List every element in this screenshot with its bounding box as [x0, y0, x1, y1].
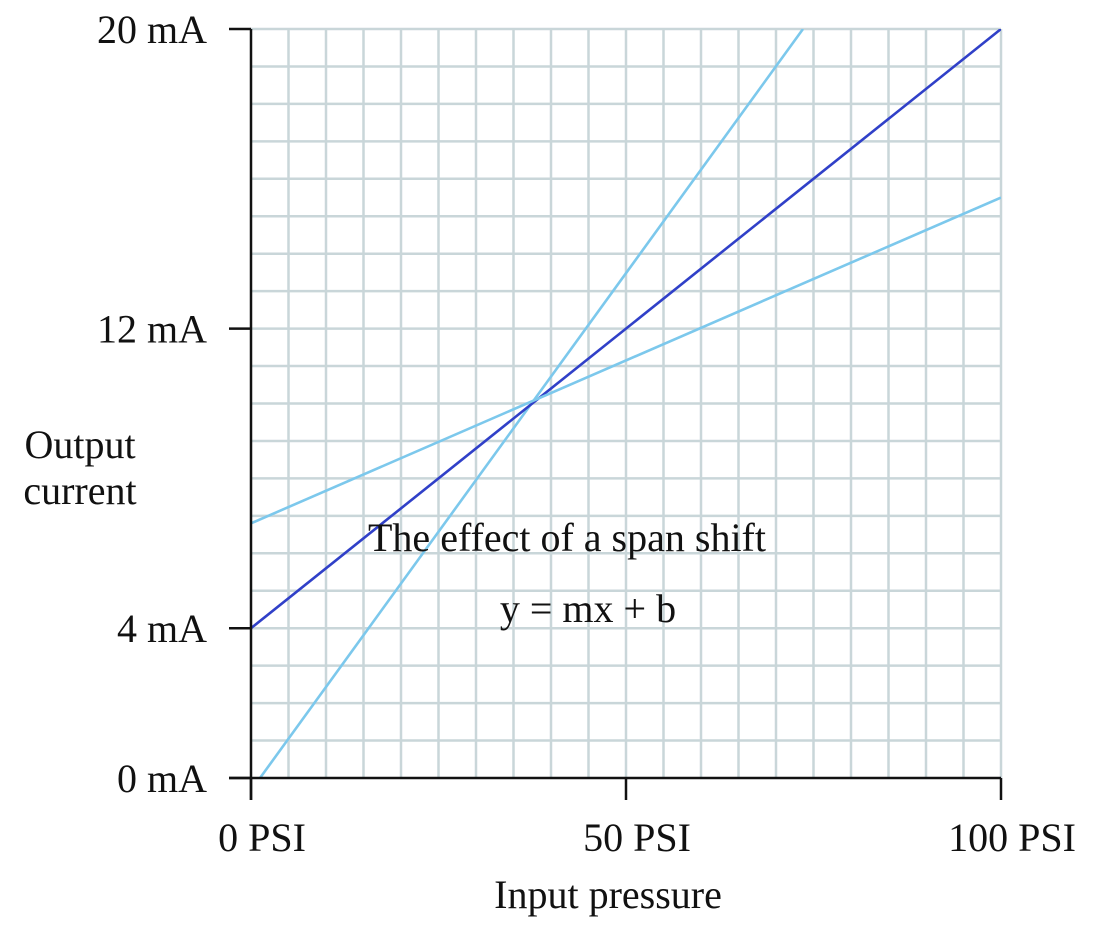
- x-axis-label: Input pressure: [494, 872, 722, 917]
- x-tick-label: 50 PSI: [583, 815, 691, 860]
- axes: 0 mA 4 mA 12 mA 20 mA 0 PSI 50 PSI 100 PSI: [97, 7, 1076, 860]
- annotation-title: The effect of a span shift: [368, 515, 766, 560]
- y-axis-label-line-2: current: [23, 468, 136, 513]
- series-line-2: [251, 29, 1001, 630]
- annotation-equation: y = mx + b: [500, 586, 676, 631]
- x-tick-label: 100 PSI: [948, 815, 1076, 860]
- y-tick-label: 20 mA: [97, 7, 207, 52]
- series-line-3: [251, 196, 1001, 525]
- x-tick-label: 0 PSI: [218, 815, 306, 860]
- y-tick-label: 4 mA: [117, 606, 207, 651]
- grid: [251, 27, 1003, 778]
- y-tick-label: 12 mA: [97, 307, 207, 352]
- y-tick-label: 0 mA: [117, 756, 207, 801]
- y-axis-label-line-1: Output: [24, 422, 135, 467]
- series-lines: [251, 29, 1001, 778]
